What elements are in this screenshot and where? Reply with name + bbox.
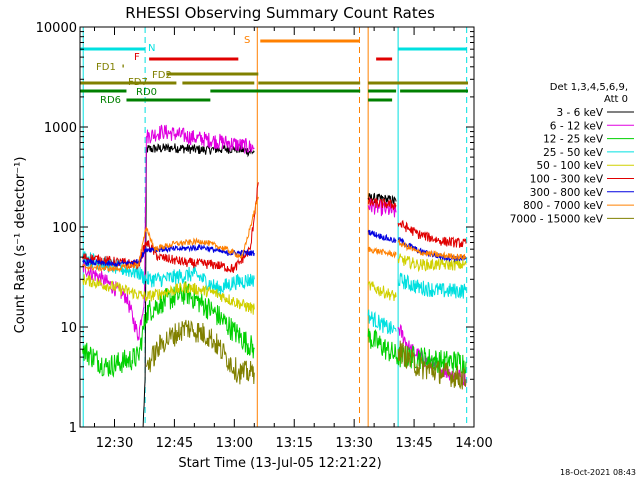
series-segment xyxy=(82,243,255,268)
legend-label: 25 - 50 keV xyxy=(543,147,604,159)
x-tick-label: 14:00 xyxy=(455,436,492,451)
series-segment xyxy=(397,253,467,273)
chart-title: RHESSI Observing Summary Count Rates xyxy=(125,4,435,22)
x-tick-label: 13:45 xyxy=(395,436,432,451)
y-tick-label: 100 xyxy=(52,221,77,236)
series-segment xyxy=(82,274,255,315)
legend-label: 300 - 800 keV xyxy=(530,187,604,199)
legend-label: 6 - 12 keV xyxy=(550,120,604,132)
series-segment xyxy=(367,196,397,211)
series-segment xyxy=(367,246,397,259)
series-segment xyxy=(82,281,255,378)
status-bar-label: FD7 xyxy=(128,77,148,88)
status-bar-label: N xyxy=(148,43,155,54)
series-segment xyxy=(397,219,467,248)
x-axis-label: Start Time (13-Jul-05 12:21:22) xyxy=(178,456,381,471)
legend-label: 800 - 7000 keV xyxy=(523,200,604,212)
series-segment xyxy=(145,319,255,385)
status-bar-label: RD6 xyxy=(100,95,121,106)
legend-label: 3 - 6 keV xyxy=(556,107,603,119)
x-tick-label: 12:30 xyxy=(96,436,133,451)
legend-label: 12 - 25 keV xyxy=(543,134,604,146)
date-stamp: 18-Oct-2021 08:43 xyxy=(560,468,636,477)
y-tick-label: 10000 xyxy=(36,21,77,36)
status-bar-label: FD2 xyxy=(152,70,172,81)
legend-header: Det 1,3,4,5,6,9, xyxy=(550,82,628,93)
series-segment xyxy=(397,272,467,299)
series-segment xyxy=(397,340,467,390)
legend-label: 50 - 100 keV xyxy=(536,160,603,172)
series-line xyxy=(82,253,467,315)
series-segment xyxy=(397,238,467,261)
y-axis-label: Count Rate (s⁻¹ detector⁻¹) xyxy=(13,157,28,334)
series-segment xyxy=(367,280,397,301)
y-tick-label: 1 xyxy=(69,421,77,436)
axes: 1 10 100 1000 10000 12:30 12:45 13:00 13:15 13:30… xyxy=(36,21,493,451)
series-segment xyxy=(142,142,255,427)
y-tick-label: 1000 xyxy=(44,121,77,136)
series-segment xyxy=(82,196,259,273)
legend-label: 7000 - 15000 keV xyxy=(510,213,604,225)
series-segment xyxy=(367,309,397,335)
series-lines xyxy=(82,124,467,427)
series-segment xyxy=(82,182,259,273)
legend-header: Att 0 xyxy=(604,94,628,105)
series-line xyxy=(145,319,467,390)
x-tick-label: 13:15 xyxy=(276,436,313,451)
series-segment xyxy=(82,124,255,341)
status-bar-label: S xyxy=(244,35,250,46)
series-line xyxy=(82,196,467,273)
x-tick-label: 13:30 xyxy=(335,436,372,451)
status-bar-label: F xyxy=(134,52,140,63)
status-bar-label: RD0 xyxy=(136,87,157,98)
x-tick-label: 13:00 xyxy=(216,436,253,451)
legend-label: 100 - 300 keV xyxy=(530,174,604,186)
series-segment xyxy=(367,229,397,244)
x-tick-label: 12:45 xyxy=(156,436,193,451)
y-tick-label: 10 xyxy=(60,321,77,336)
status-bar-label: FD1 xyxy=(96,62,116,73)
